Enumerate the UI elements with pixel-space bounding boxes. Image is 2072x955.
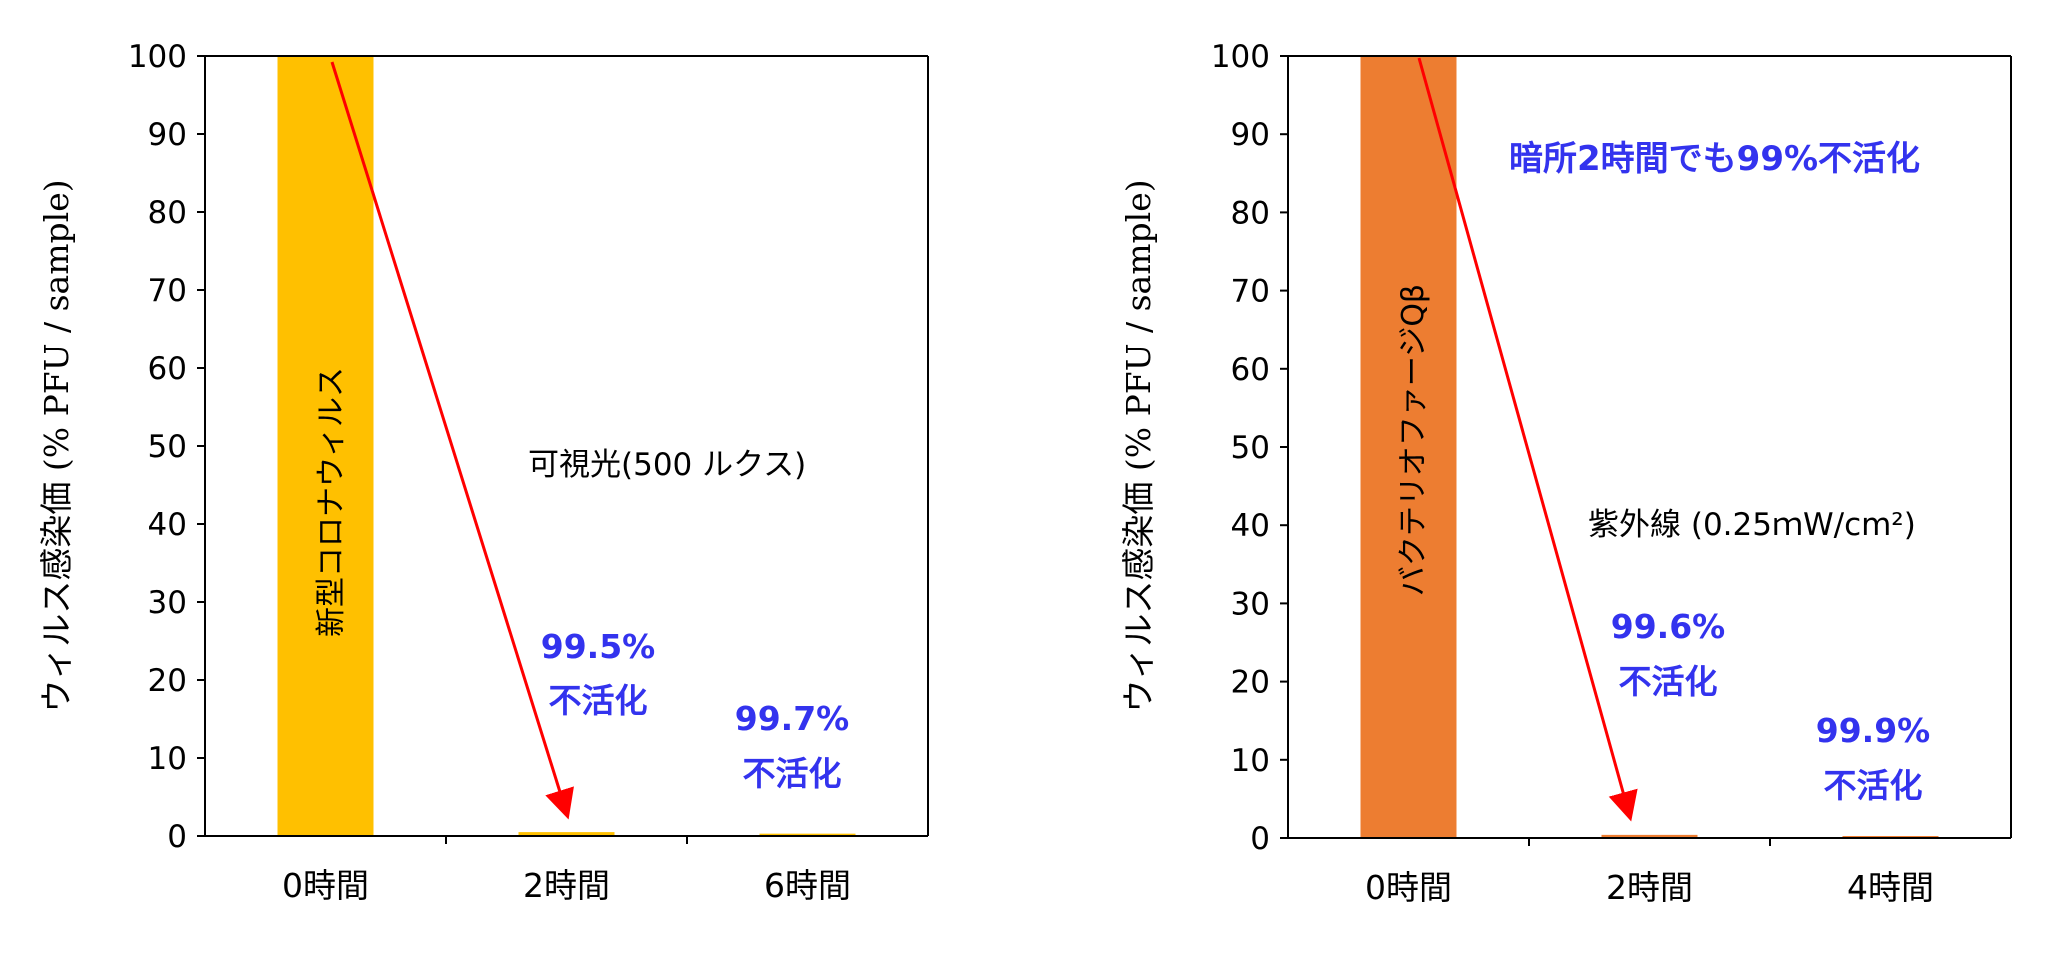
chart-2-trend-arrow [1417,57,1638,822]
y-tick-label: 40 [1231,508,1270,544]
chart-2-y-tick-labels: 0 10 20 30 40 50 60 70 80 90 100 [1211,39,1270,857]
chart-1-annotation-2-text: 不活化 [743,754,842,793]
y-tick-label: 90 [148,117,187,153]
y-tick-label: 80 [1231,195,1270,231]
chart-2-y-ticks [1280,55,1288,839]
chart-2-annotation-2-text: 不活化 [1824,766,1923,805]
x-tick-label: 0時間 [282,866,369,905]
chart-2-note: 暗所2時間でも99%不活化 [1509,139,1920,179]
y-tick-label: 100 [128,39,187,75]
chart-1-y-ticks [197,55,205,837]
y-tick-label: 30 [148,585,187,621]
chart-2-y-axis-label: ウィルス感染価 (% PFU / sample) [1119,179,1158,712]
x-tick-label: 6時間 [764,866,851,905]
chart-2-condition-label: 紫外線 (0.25ｍW/cm²) [1588,507,1916,543]
chart-1: 0 10 20 30 40 50 60 70 80 90 100 0時間 2時間 6時間 ウィルス感染価… [37,39,929,905]
chart-1-y-tick-labels: 0 10 20 30 40 50 60 70 80 90 100 [128,39,187,855]
x-tick-label: 2時間 [523,866,610,905]
y-tick-label: 50 [1231,430,1270,466]
chart-1-x-tick-labels: 0時間 2時間 6時間 [282,866,851,905]
chart-1-y-axis-label: ウィルス感染価 (% PFU / sample) [37,179,76,712]
chart-1-bars [277,56,856,836]
y-tick-label: 20 [148,663,187,699]
bar-2 [1601,834,1698,838]
y-tick-label: 60 [1231,352,1270,388]
bar-1 [1360,56,1457,838]
y-tick-label: 40 [148,507,187,543]
y-tick-label: 50 [148,429,187,465]
x-tick-label: 0時間 [1365,868,1452,907]
y-tick-label: 60 [148,351,187,387]
y-tick-label: 0 [167,819,187,855]
bar-2 [518,832,615,836]
y-tick-label: 70 [1231,274,1270,310]
chart-1-trend-arrow [330,61,574,820]
y-tick-label: 10 [148,741,187,777]
y-tick-label: 70 [148,273,187,309]
chart-1-annotation-1-value: 99.5% [541,627,656,666]
chart-2-bar-label: バクテリオファージQβ [1396,284,1431,596]
chart-2-x-tick-labels: 0時間 2時間 4時間 [1365,868,1934,907]
chart-1-condition-label: 可視光(500 ルクス) [528,447,806,483]
y-tick-label: 30 [1231,586,1270,622]
bar-1 [277,56,374,836]
y-tick-label: 100 [1211,39,1270,75]
chart-2-annotation-1-text: 不活化 [1619,662,1718,701]
chart-2-annotation-1-value: 99.6% [1611,607,1726,646]
x-tick-label: 2時間 [1606,868,1693,907]
bar-3 [759,833,856,836]
chart-1-x-ticks [445,836,688,844]
y-tick-label: 90 [1231,117,1270,153]
x-tick-label: 4時間 [1847,868,1934,907]
y-tick-label: 20 [1231,665,1270,701]
y-tick-label: 0 [1250,821,1270,857]
chart-2-x-ticks [1528,838,1771,846]
chart-1-bar-label: 新型コロナウィルス [314,367,349,637]
chart-2-bars [1360,56,1939,838]
chart-1-annotation-2-value: 99.7% [735,699,850,738]
y-tick-label: 80 [148,195,187,231]
chart-1-annotation-1-text: 不活化 [549,681,648,720]
chart-2: 0 10 20 30 40 50 60 70 80 90 100 0時間 2時間 4時間 ウィルス感染価… [1119,39,2012,907]
chart-2-annotation-2-value: 99.9% [1816,711,1931,750]
y-tick-label: 10 [1231,743,1270,779]
